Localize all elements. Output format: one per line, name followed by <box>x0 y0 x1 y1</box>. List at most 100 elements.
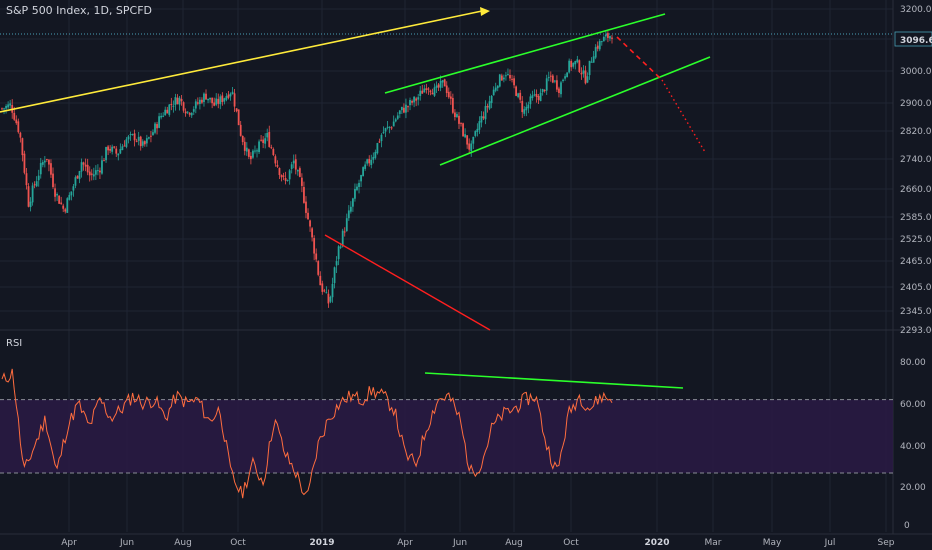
candle-body <box>409 100 411 106</box>
candle-body <box>254 150 256 152</box>
candle-body <box>211 97 214 104</box>
candle-body <box>311 228 314 238</box>
candle-body <box>84 164 87 167</box>
time-tick-label: Oct <box>230 538 246 548</box>
candle-body <box>207 98 209 101</box>
candle-body <box>447 91 450 98</box>
price-tick-label: 2900.0 <box>900 99 932 109</box>
candle-body <box>180 98 183 102</box>
candle-body <box>496 85 499 89</box>
candle-body <box>417 97 420 100</box>
projection-dashed <box>616 36 663 81</box>
candle-body <box>321 283 324 292</box>
candle-body <box>186 111 189 113</box>
candle-body <box>260 139 262 141</box>
candle-body <box>296 169 299 172</box>
yellow-trendline <box>0 10 483 113</box>
time-tick-label: Sep <box>878 538 895 548</box>
candle-body <box>431 92 434 95</box>
candle-body <box>150 135 152 137</box>
candle-body <box>413 96 416 103</box>
price-tick-label: 3000.0 <box>900 67 932 77</box>
candle-body <box>178 97 181 105</box>
candle-body <box>478 121 481 130</box>
candle-body <box>182 102 185 111</box>
candle-body <box>162 115 165 117</box>
candle-body <box>509 75 511 79</box>
candle-body <box>319 275 322 286</box>
candle-body <box>56 193 58 196</box>
candle-body <box>515 86 518 96</box>
candle-body <box>160 115 163 118</box>
candle-body <box>31 185 34 203</box>
candle-body <box>288 170 291 180</box>
candle-body <box>490 95 493 103</box>
candle-body <box>99 170 101 173</box>
candle-body <box>266 132 269 138</box>
candle-body <box>141 141 144 146</box>
candle-body <box>521 100 524 113</box>
candle-body <box>164 109 167 116</box>
candle-body <box>198 99 201 104</box>
candle-body <box>386 126 389 128</box>
candle-body <box>7 104 10 108</box>
candle-body <box>556 80 558 90</box>
candle-body <box>284 178 287 181</box>
candle-body <box>488 101 491 109</box>
candle-body <box>156 124 158 129</box>
rsi-tick-label: 40.00 <box>900 442 926 452</box>
candle-body <box>52 173 54 188</box>
candle-body <box>170 103 173 105</box>
candle-body <box>590 61 593 63</box>
candle-body <box>111 146 114 152</box>
candle-body <box>609 36 611 39</box>
rsi-line <box>1 368 613 499</box>
candle-body <box>405 104 407 113</box>
candle-body <box>249 155 252 160</box>
candle-body <box>427 88 430 90</box>
candle-body <box>543 89 546 92</box>
candle-body <box>378 141 381 143</box>
candle-body <box>345 218 348 232</box>
candle-body <box>213 102 216 106</box>
candle-body <box>221 95 224 103</box>
candle-body <box>92 174 95 177</box>
candle-body <box>225 96 228 100</box>
candle-body <box>327 293 330 304</box>
candle-body <box>462 123 464 137</box>
candle-body <box>168 104 171 115</box>
candle-body <box>611 37 613 39</box>
candle-body <box>43 160 46 163</box>
candle-body <box>105 147 107 161</box>
candle-body <box>17 121 20 133</box>
candle-body <box>476 128 479 132</box>
price-tick-label: 2585.0 <box>900 213 932 223</box>
candle-body <box>468 143 471 150</box>
candle-body <box>429 90 432 93</box>
candle-body <box>456 114 458 118</box>
price-tick-label: 2820.0 <box>900 127 932 137</box>
price-axis: 3200.0 3096.6 3000.0 2900.0 2820.0 2740.0 2660… <box>894 5 932 531</box>
candle-body <box>300 177 303 186</box>
candle-body <box>137 136 140 141</box>
candle-body <box>596 45 599 49</box>
time-tick-label: Apr <box>61 538 77 548</box>
candle-body <box>262 139 265 143</box>
candle-body <box>90 173 93 175</box>
candle-body <box>325 292 328 294</box>
candle-body <box>525 106 528 111</box>
candle-body <box>258 141 260 153</box>
green-channel-top <box>384 13 666 94</box>
candle-body <box>341 230 344 247</box>
candle-body <box>80 162 83 172</box>
candle-body <box>272 149 275 155</box>
candle-body <box>498 74 501 87</box>
candle-body <box>415 98 418 101</box>
candle-body <box>237 109 240 126</box>
candle-body <box>278 168 281 175</box>
rsi-tick-label: 80.00 <box>900 358 926 368</box>
candle-body <box>131 134 134 136</box>
candle-body <box>394 119 397 122</box>
candle-body <box>486 105 489 108</box>
